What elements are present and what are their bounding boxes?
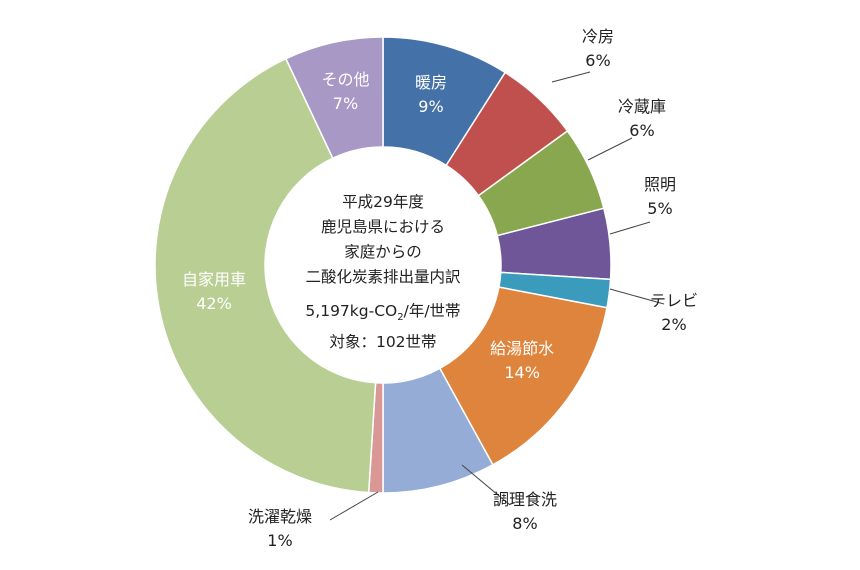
slice-10-name-label: その他 bbox=[321, 70, 369, 89]
slice-5-value-label: 2% bbox=[661, 315, 686, 334]
slice-8-leader-line bbox=[329, 491, 379, 521]
slice-3-value-label: 6% bbox=[629, 121, 654, 140]
center-line-1: 平成29年度 bbox=[342, 193, 424, 211]
slice-4-value-label: 5% bbox=[647, 199, 672, 218]
slice-10-value-label: 7% bbox=[333, 94, 358, 113]
slice-2-name-label: 冷房 bbox=[582, 27, 614, 46]
center-line-5: 5,197kg-CO2/年/世帯 bbox=[305, 302, 460, 323]
slice-9-value-label: 42% bbox=[196, 294, 232, 313]
slice-8-value-label: 1% bbox=[267, 531, 292, 550]
slice-1-name-label: 暖房 bbox=[415, 73, 447, 92]
slice-2-leader-line bbox=[551, 71, 591, 83]
slice-4-name-label: 照明 bbox=[644, 175, 676, 194]
center-line-2: 鹿児島県における bbox=[321, 218, 445, 236]
slice-2-value-label: 6% bbox=[585, 51, 610, 70]
slices-layer bbox=[154, 36, 612, 494]
slice-3-name-label: 冷蔵庫 bbox=[618, 97, 666, 116]
leader-lines bbox=[329, 71, 665, 521]
slice-5-leader-line bbox=[609, 288, 665, 305]
slice-7-name-label: 調理食洗 bbox=[493, 490, 557, 509]
slice-1-value-label: 9% bbox=[418, 97, 443, 116]
slice-5-name-label: テレビ bbox=[650, 291, 698, 310]
slice-9-name-label: 自家用車 bbox=[182, 270, 246, 289]
slice-3-leader-line bbox=[587, 137, 633, 161]
center-line-4: 二酸化炭素排出量内訳 bbox=[305, 268, 461, 286]
slice-labels: 暖房 9% 冷房 6% 冷蔵庫 6% 照明 5% テレビ 2% 給湯節水 14% 調理食洗 8% 洗濯乾燥 1… bbox=[182, 27, 698, 550]
slice-10 bbox=[284, 36, 384, 160]
slice-8-name-label: 洗濯乾燥 bbox=[248, 507, 312, 526]
slice-6-value-label: 14% bbox=[504, 363, 540, 382]
slice-6-name-label: 給湯節水 bbox=[490, 339, 554, 358]
center-line-5-prefix: 5,197kg-CO bbox=[305, 302, 397, 320]
center-label: 平成29年度 鹿児島県における 家庭からの 二酸化炭素排出量内訳 5,197kg… bbox=[305, 193, 461, 351]
slice-7-value-label: 8% bbox=[512, 514, 537, 533]
center-line-3: 家庭からの bbox=[344, 243, 422, 261]
slice-9 bbox=[154, 57, 377, 494]
slice-4-leader-line bbox=[609, 221, 651, 235]
slice-7-leader-line bbox=[461, 464, 511, 506]
center-line-5-suffix: /年/世帯 bbox=[404, 302, 461, 320]
center-line-5-subscript: 2 bbox=[397, 312, 403, 323]
center-line-6: 対象：102世帯 bbox=[329, 333, 436, 351]
